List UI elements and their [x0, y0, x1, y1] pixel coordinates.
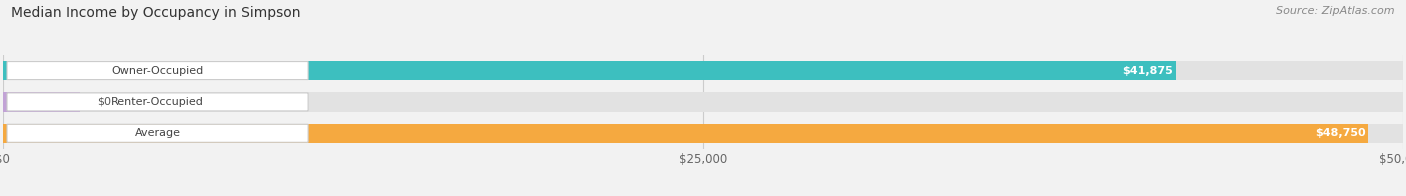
FancyBboxPatch shape: [7, 62, 308, 80]
Bar: [3, 61, 1175, 80]
FancyBboxPatch shape: [7, 93, 308, 111]
Text: $48,750: $48,750: [1315, 128, 1365, 138]
Text: $0: $0: [97, 97, 111, 107]
Bar: [3, 61, 1403, 80]
Bar: [3, 123, 1403, 143]
FancyBboxPatch shape: [7, 124, 308, 142]
Text: Average: Average: [135, 128, 180, 138]
Text: Owner-Occupied: Owner-Occupied: [111, 65, 204, 76]
Text: Renter-Occupied: Renter-Occupied: [111, 97, 204, 107]
Text: Median Income by Occupancy in Simpson: Median Income by Occupancy in Simpson: [11, 6, 301, 20]
Bar: [3, 92, 1403, 112]
Bar: [3, 92, 80, 112]
Bar: [3, 123, 1368, 143]
Text: Source: ZipAtlas.com: Source: ZipAtlas.com: [1277, 6, 1395, 16]
Text: $41,875: $41,875: [1122, 65, 1173, 76]
